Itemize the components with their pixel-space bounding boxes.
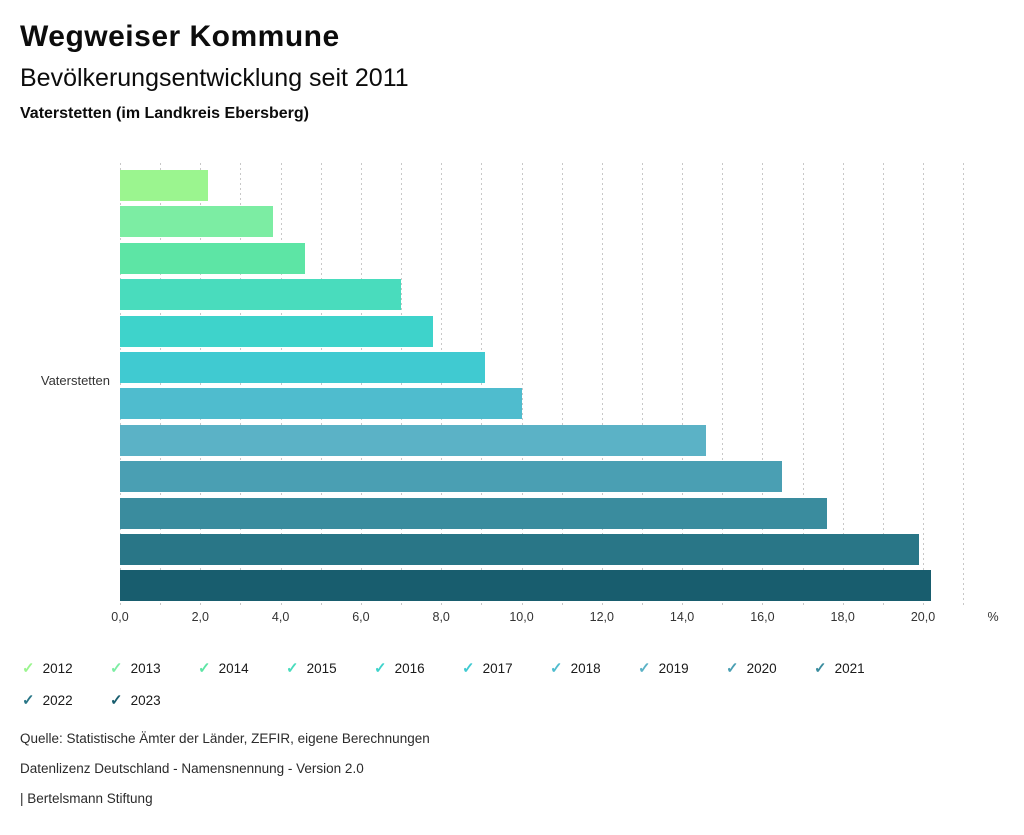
x-tick-label: 20,0 [910,610,936,624]
legend-year-label: 2021 [834,660,865,676]
legend-year-label: 2019 [658,660,689,676]
license-text: Datenlizenz Deutschland - Namensnennung … [20,761,364,776]
check-icon: ✓ [110,691,123,709]
attribution-text: | Bertelsmann Stiftung [20,791,153,806]
bar-2022[interactable] [120,534,919,565]
gridline [280,163,282,607]
gridline [240,163,242,607]
check-icon: ✓ [550,659,563,677]
gridline [521,163,523,607]
gridline [401,163,403,607]
source-text: Quelle: Statistische Ämter der Länder, Z… [20,731,430,746]
chart-legend: ✓ 2012 ✓ 2013 ✓ 2014 ✓ 2015 ✓ 2016 ✓ 2017 ✓ 2018 ✓ 2019… [22,659,922,709]
check-icon: ✓ [726,659,739,677]
legend-item-2021[interactable]: ✓ 2021 [814,659,902,677]
bar-2018[interactable] [120,388,522,420]
gridline [601,163,603,607]
check-icon: ✓ [814,659,827,677]
legend-year-label: 2022 [42,692,73,708]
bar-2014[interactable] [120,242,305,274]
bar-2019[interactable] [120,424,707,456]
bar-chart-plot: % 0,0 2,0 4,0 6,0 8,0 10,0 12,0 14,0 16,0 18,0 20,… [111,163,999,624]
gridline [120,163,121,607]
legend-item-2012[interactable]: ✓ 2012 [22,659,110,677]
bar-2016[interactable] [120,315,434,347]
legend-year-label: 2015 [306,660,337,676]
legend-year-label: 2012 [42,660,73,676]
legend-year-label: 2018 [570,660,601,676]
x-tick-label: 6,0 [352,610,370,624]
bar-2013[interactable] [120,206,273,238]
y-axis-group-label: Vaterstetten [40,373,110,388]
gridline [923,163,924,607]
legend-item-2020[interactable]: ✓ 2020 [726,659,814,677]
chart-location-subtitle: Vaterstetten (im Landkreis Ebersberg) [20,105,309,122]
bar-2015[interactable] [120,279,402,311]
legend-item-2023[interactable]: ✓ 2023 [110,691,198,709]
x-tick-label: 18,0 [830,610,855,624]
gridline [441,163,443,607]
legend-year-label: 2017 [482,660,513,676]
legend-item-2013[interactable]: ✓ 2013 [110,659,198,677]
gridline [641,163,643,607]
legend-item-2016[interactable]: ✓ 2016 [374,659,462,677]
legend-year-label: 2016 [394,660,425,676]
x-tick-label: 8,0 [432,610,450,624]
gridline [160,163,162,607]
gridline [842,163,844,607]
gridline [802,163,804,607]
x-tick-label: 12,0 [589,610,614,624]
check-icon: ✓ [638,659,651,677]
gridline [561,163,563,607]
chart-title: Bevölkerungsentwicklung seit 2011 [20,64,409,92]
gridline [762,163,764,607]
x-tick-label: 16,0 [750,610,775,624]
gridline [882,163,884,607]
legend-item-2019[interactable]: ✓ 2019 [638,659,726,677]
gridline [682,163,684,607]
legend-item-2017[interactable]: ✓ 2017 [462,659,550,677]
legend-item-2014[interactable]: ✓ 2014 [198,659,286,677]
check-icon: ✓ [110,659,123,677]
check-icon: ✓ [462,659,475,677]
x-tick-label: 0,0 [111,610,129,624]
legend-item-2018[interactable]: ✓ 2018 [550,659,638,677]
legend-year-label: 2013 [130,660,161,676]
x-tick-label: 2,0 [191,610,209,624]
bar-2023[interactable] [120,570,932,602]
x-tick-label: 10,0 [509,610,534,624]
bar-2012[interactable] [120,170,209,201]
legend-year-label: 2014 [218,660,249,676]
check-icon: ✓ [22,659,35,677]
bar-2020[interactable] [120,461,783,493]
bar-2021[interactable] [120,497,827,529]
legend-item-2015[interactable]: ✓ 2015 [286,659,374,677]
check-icon: ✓ [374,659,387,677]
gridline [722,163,724,607]
gridline [320,163,322,607]
legend-year-label: 2020 [746,660,777,676]
legend-item-2022[interactable]: ✓ 2022 [22,691,110,709]
check-icon: ✓ [22,691,35,709]
legend-year-label: 2023 [130,692,161,708]
gridline [360,163,362,607]
x-tick-label: 14,0 [669,610,695,624]
gridline [963,163,965,607]
gridline [200,163,202,607]
bar-2017[interactable] [120,352,486,383]
x-tick-label: 4,0 [271,610,290,624]
check-icon: ✓ [286,659,299,677]
chart-footer: Quelle: Statistische Ämter der Länder, Z… [20,731,430,821]
page-title: Wegweiser Kommune [20,20,340,53]
check-icon: ✓ [198,659,211,677]
x-axis-unit-label: % [987,610,999,624]
gridline [481,163,483,607]
